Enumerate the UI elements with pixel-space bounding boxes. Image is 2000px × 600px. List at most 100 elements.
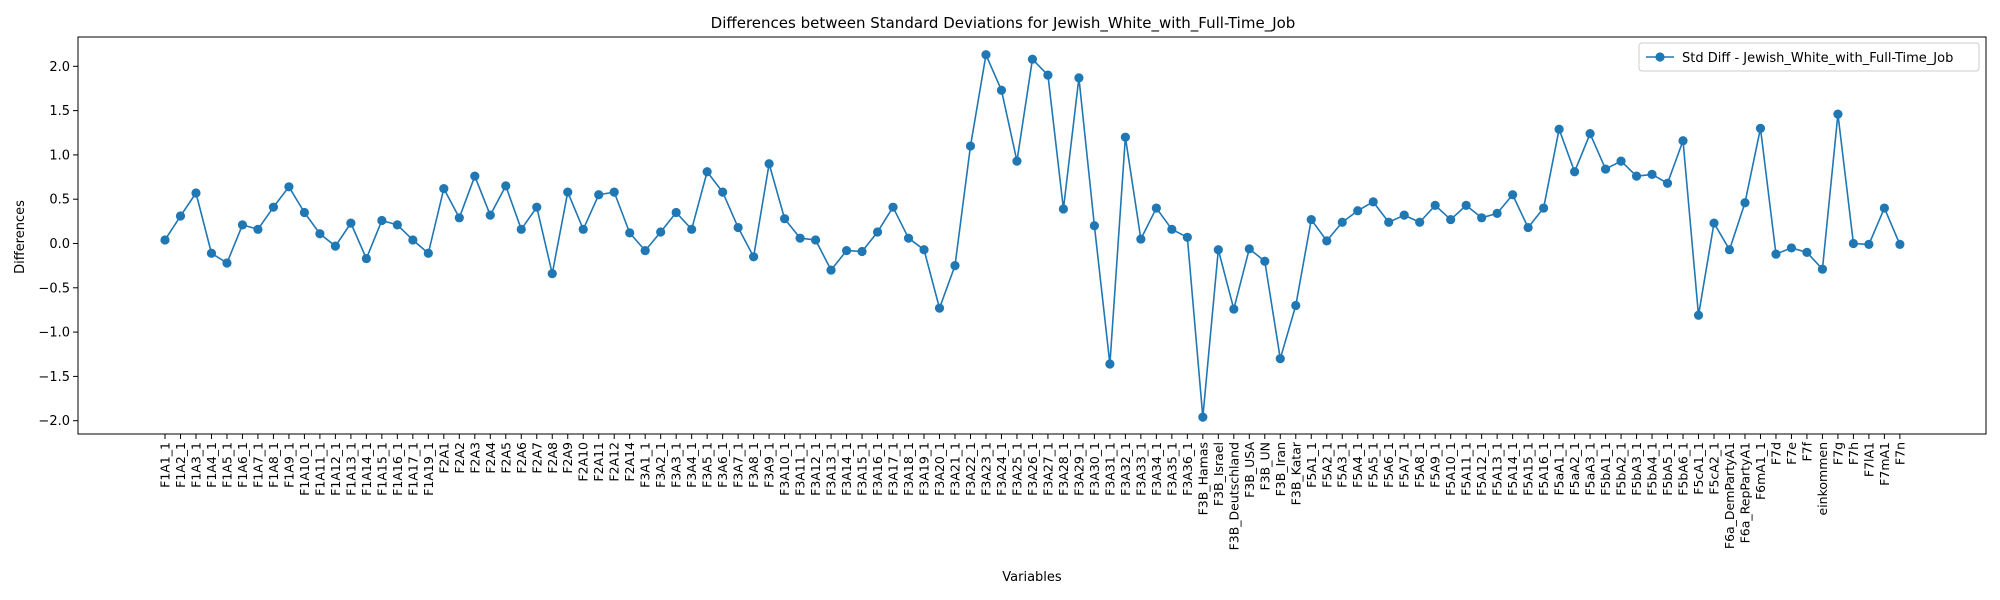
data-point <box>1631 171 1642 181</box>
x-tick-label: F3A5_1 <box>700 442 715 488</box>
x-tick-label: F5bA3_1 <box>1629 442 1644 496</box>
x-tick-label: F1A4_1 <box>204 442 219 488</box>
data-point <box>1275 354 1285 364</box>
x-tick-label: F3A22_1 <box>963 442 978 496</box>
x-tick-label: einkommen <box>1815 442 1830 516</box>
data-point <box>268 202 279 212</box>
data-point <box>315 229 325 239</box>
x-tick-label: F1A5_1 <box>220 442 235 488</box>
data-point <box>1291 300 1301 311</box>
data-point <box>454 213 464 223</box>
x-axis: F1A1_1 F1A2_1 F1A3_1 F1A4_1 F1A5_1 F1A6_1 F1A7… <box>158 434 1907 550</box>
x-tick-label: F3A18_1 <box>901 442 916 496</box>
x-tick-label: F5A15_1 <box>1521 442 1536 496</box>
x-tick-label: F3A9_1 <box>762 442 777 488</box>
data-point <box>1229 304 1239 314</box>
data-point <box>1012 156 1022 166</box>
x-tick-label: F5A11_1 <box>1459 442 1474 496</box>
x-tick-label: F3A34_1 <box>1149 442 1164 496</box>
y-tick-label: 2.0 <box>49 60 70 75</box>
y-tick-label: −2.0 <box>38 414 70 429</box>
x-tick-label: F2A4 <box>483 442 498 474</box>
data-point <box>671 207 681 218</box>
data-point <box>950 261 960 271</box>
data-point <box>1058 204 1069 214</box>
data-point <box>609 187 619 197</box>
x-tick-label: F5A5_1 <box>1366 442 1381 488</box>
x-tick-label: F1A11_1 <box>312 442 327 496</box>
x-tick-label: F2A7 <box>529 442 544 474</box>
data-point <box>1786 243 1797 253</box>
x-tick-label: F1A19_1 <box>421 442 436 496</box>
series-layer <box>160 50 1905 422</box>
data-point <box>299 207 310 218</box>
data-point <box>1120 132 1130 142</box>
x-tick-label: F3B_UN <box>1257 442 1272 490</box>
data-point <box>857 246 867 257</box>
data-point <box>718 187 728 197</box>
x-tick-label: F3A1_1 <box>638 442 653 488</box>
y-tick-label: −0.5 <box>38 281 70 296</box>
x-tick-label: F5A12_1 <box>1474 442 1489 496</box>
x-tick-label: F7h <box>1846 442 1861 465</box>
x-axis-label: Variables <box>1002 570 1062 585</box>
data-point <box>1755 123 1766 133</box>
x-tick-label: F1A9_1 <box>281 442 296 488</box>
x-tick-label: F3B_Katar <box>1288 441 1303 505</box>
data-point <box>640 245 650 256</box>
data-point <box>872 227 883 237</box>
x-tick-label: F5bA6_1 <box>1676 442 1691 496</box>
x-tick-label: F1A3_1 <box>189 442 204 488</box>
data-point <box>439 183 449 194</box>
data-point <box>1430 200 1440 210</box>
data-point <box>1693 310 1704 320</box>
x-tick-label: F5bA5_1 <box>1660 442 1675 496</box>
x-tick-label: F6mA1_1 <box>1753 442 1768 500</box>
data-point <box>656 227 666 237</box>
data-point <box>749 252 759 262</box>
x-tick-label: F3A32_1 <box>1118 442 1133 496</box>
x-tick-label: F3A8_1 <box>746 442 761 488</box>
x-tick-label: F5A1_1 <box>1304 442 1319 488</box>
x-tick-label: F2A3 <box>467 442 482 474</box>
x-tick-label: F7mA1 <box>1877 442 1892 486</box>
data-point <box>377 215 387 226</box>
data-point <box>764 159 774 169</box>
legend-box <box>1638 42 1980 72</box>
data-point <box>1508 190 1518 200</box>
x-tick-label: F3A15_1 <box>855 442 870 496</box>
x-tick-label: F3A27_1 <box>1040 442 1055 496</box>
x-tick-label: F2A14 <box>622 442 637 482</box>
x-tick-label: F3B_Iran <box>1273 442 1288 496</box>
x-tick-label: F3A21_1 <box>948 442 963 496</box>
x-tick-label: F3A4_1 <box>684 442 699 488</box>
data-point <box>516 224 526 234</box>
data-point <box>1662 178 1673 188</box>
x-tick-label: F5A10_1 <box>1443 442 1458 496</box>
x-tick-label: F3A17_1 <box>886 442 901 496</box>
data-point <box>1569 167 1580 177</box>
x-tick-label: F3B_Deutschland <box>1226 442 1241 550</box>
data-point <box>1353 206 1363 216</box>
data-point <box>934 303 945 313</box>
data-point <box>222 258 232 268</box>
data-point <box>903 233 914 243</box>
y-tick-label: 0.0 <box>49 237 70 252</box>
data-point <box>1585 129 1595 139</box>
data-point <box>1043 70 1053 80</box>
x-tick-label: F7n <box>1892 442 1907 465</box>
data-point <box>1384 217 1394 227</box>
data-point <box>702 167 712 177</box>
chart-title: Differences between Standard Deviations … <box>711 14 1296 33</box>
data-point <box>330 241 340 251</box>
x-tick-label: F7d <box>1769 442 1784 465</box>
data-point <box>1539 203 1549 213</box>
x-tick-label: F5A16_1 <box>1536 442 1551 496</box>
x-tick-label: F2A9 <box>560 442 575 474</box>
data-point <box>1817 264 1828 274</box>
data-point <box>810 235 821 245</box>
x-tick-label: F5A13_1 <box>1490 442 1505 496</box>
x-tick-label: F3A28_1 <box>1056 442 1071 496</box>
data-point <box>1260 256 1270 266</box>
x-tick-label: F3A2_1 <box>653 442 668 488</box>
